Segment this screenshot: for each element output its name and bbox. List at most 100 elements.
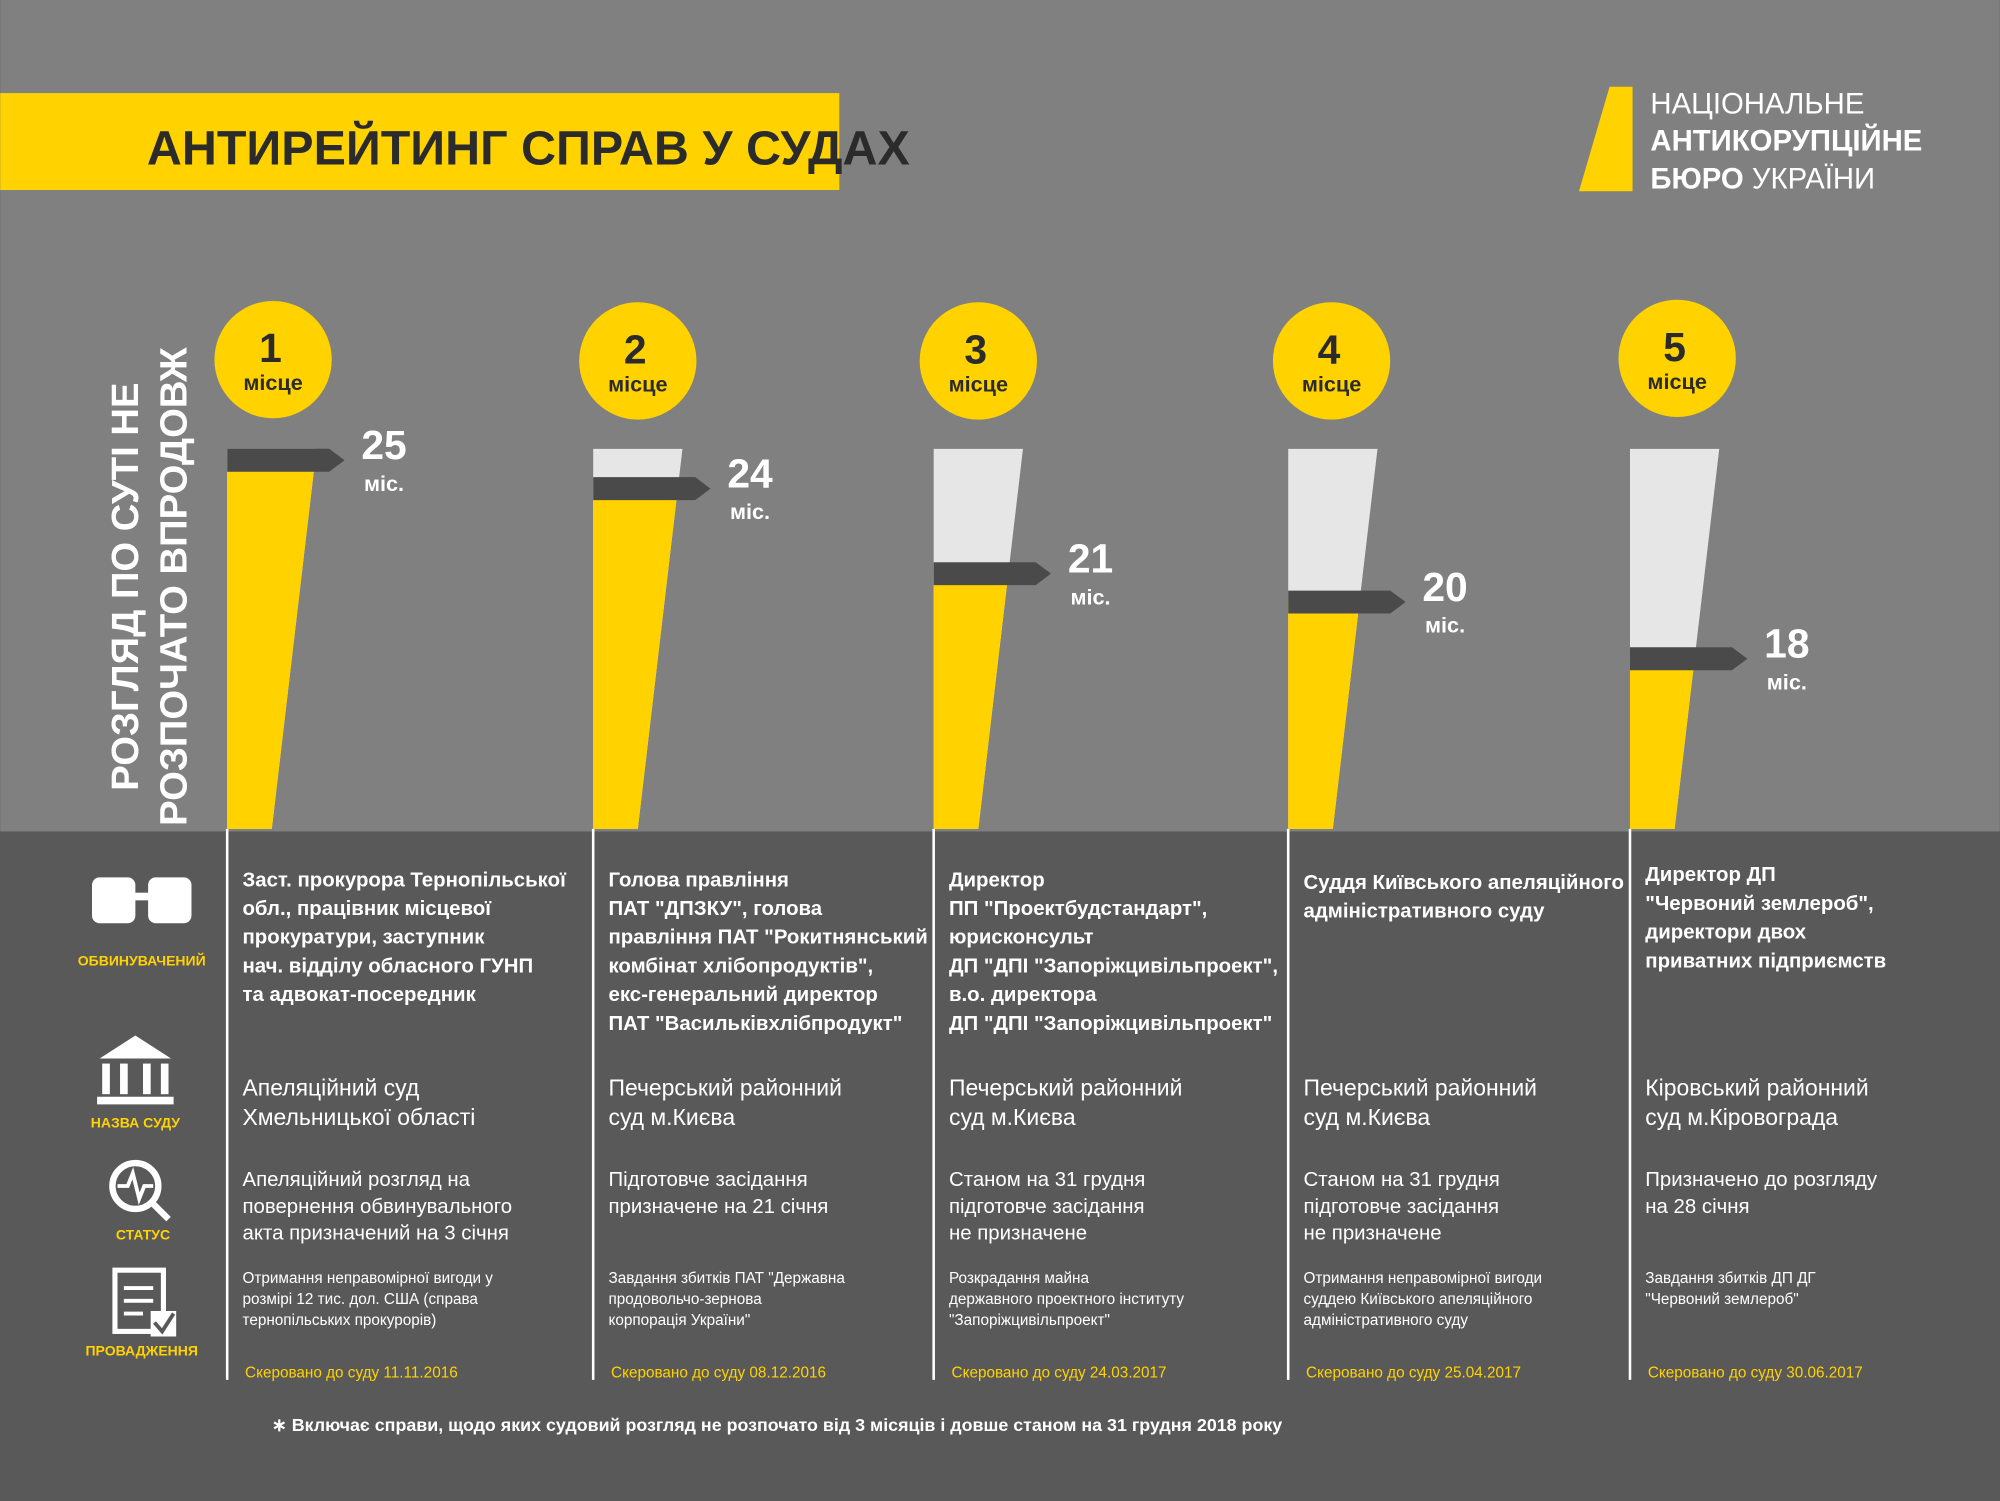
bar [933,573,1009,829]
rank-number: 2 [624,326,647,372]
accused-line: комбінат хлібопродуктів", [608,955,873,977]
status-line: призначене на 21 січня [608,1196,828,1218]
rank-label: місце [243,370,302,395]
accused-line: в.о. директора [949,984,1097,1006]
accused-line: ПАТ "ДПЗКУ", голова [608,898,822,920]
logo-text: УКРАЇНИ [1752,163,1875,196]
court-line: Печерський районний [608,1074,841,1100]
proceeding-line: Отримання неправомірної вигоди [1304,1270,1543,1287]
value-marker [593,477,711,501]
status-line: підготовче засідання [1304,1196,1500,1218]
accused-line: Директор [949,869,1045,891]
status-line: не призначене [1304,1223,1442,1245]
accused-line: Заст. прокурора Тернопільської [242,869,567,891]
accused-line: директори двох [1645,922,1806,944]
proceeding-line: суддею Київського апеляційного [1304,1291,1533,1308]
sent-date: Скеровано до суду 08.12.2016 [611,1364,826,1381]
court-line: суд м.Києва [1304,1104,1431,1130]
sent-date: Скеровано до суду 11.11.2016 [245,1364,458,1381]
status-line: на 28 січня [1645,1196,1749,1218]
rank-number: 4 [1318,326,1341,372]
rank-number: 5 [1663,324,1686,370]
status-line: Призначено до розгляду [1645,1169,1878,1191]
accused-line: екс-генеральний директор [608,984,877,1006]
accused-line: обл., працівник місцевої [242,898,492,920]
bar [593,488,678,829]
accused-line: правління ПАТ "Рокитнянський [608,927,927,949]
status-line: Підготовче засідання [608,1169,807,1191]
proceeding-line: Розкрадання майна [949,1270,1089,1287]
row-label: НАЗВА СУДУ [91,1114,181,1130]
icon-proceeding [112,1267,177,1337]
title-band [0,93,840,191]
bar [227,460,316,829]
sent-date: Скеровано до суду 24.03.2017 [952,1364,1167,1381]
accused-line: Директор ДП [1645,864,1776,886]
side-label: РОЗГЛЯД ПО СУТІ НЕ РОЗПОЧАТО ВПРОДОВЖ [104,347,195,826]
status-line: Апеляційний розгляд на [242,1169,470,1191]
accused-line: прокуратури, заступник [242,927,485,949]
bottom-background [0,831,2000,1501]
rank-badge [919,302,1037,420]
row-label: ОБВИНУВАЧЕНИЙ [78,951,206,968]
accused-line: ПАТ "Васильківхлібпродукт" [608,1013,902,1035]
court-line: Хмельницької області [242,1104,475,1130]
value-label: 21 [1068,535,1113,581]
icon-handcuffs [92,877,192,924]
accused-line: приватних підприємств [1645,950,1886,972]
status-line: повернення обвинувального [242,1196,512,1218]
value-label: 20 [1422,564,1467,610]
title: АНТИРЕЙТИНГ СПРАВ У СУДАХ [147,121,910,176]
proceeding-line: продовольчо-зернова [608,1291,762,1308]
rank-label: місце [949,372,1008,397]
value-unit: міс. [730,499,770,524]
proceeding-line: Завдання збитків ПАТ "Державна [608,1270,845,1287]
proceeding-line: Отримання неправомірної вигоди у [242,1270,493,1287]
rank-label: місце [608,372,667,397]
accused-line: ДП "ДПІ "Запоріжцивільпроект", [949,955,1278,977]
proceeding-line: державного проектного інституту [949,1291,1184,1308]
court-line: Апеляційний суд [242,1074,419,1100]
footnote: ∗ Включає справи, щодо яких судовий розг… [272,1415,1282,1435]
value-marker [1629,647,1748,671]
logo-text: БЮРО УКРАЇНИ [1650,163,1875,196]
sent-date: Скеровано до суду 25.04.2017 [1306,1364,1521,1381]
rank-badge [214,300,332,419]
side-label-line: РОЗГЛЯД ПО СУТІ НЕ [104,383,147,791]
proceeding-line: Завдання збитків ДП ДГ [1645,1270,1815,1287]
logo-text: АНТИКОРУПЦІЙНЕ [1650,123,1922,157]
value-marker [227,448,345,472]
rank-label: місце [1647,369,1706,394]
logo-text: НАЦІОНАЛЬНЕ [1650,87,1864,120]
bar [1288,602,1360,829]
status-line: не призначене [949,1223,1087,1245]
proceeding-line: "Червоний землероб" [1645,1291,1798,1308]
value-marker [933,562,1052,586]
row-label: СТАТУС [116,1227,170,1243]
sent-date: Скеровано до суду 30.06.2017 [1648,1364,1863,1381]
value-unit: міс. [1425,613,1465,638]
icon-court [97,1035,174,1105]
value-label: 25 [361,422,406,468]
court-line: суд м.Кіровограда [1645,1104,1838,1130]
accused-line: та адвокат-посередник [242,984,476,1006]
value-unit: міс. [1767,669,1807,694]
accused-line: адміністративного суду [1304,901,1546,923]
logo-text: БЮРО [1650,163,1743,196]
logo-mark [1578,86,1633,192]
accused-line: юрисконсульт [949,927,1094,949]
proceeding-line: корпорація України" [608,1312,750,1329]
court-line: суд м.Києва [608,1104,735,1130]
proceeding-line: розмірі 12 тис. дол. США (справа [242,1291,478,1308]
status-line: Станом на 31 грудня [949,1169,1145,1191]
icon-status [109,1159,171,1222]
accused-line: Суддя Київського апеляційного [1304,872,1624,894]
value-label: 24 [727,450,773,496]
rank-badge [579,302,697,420]
row-label: ПРОВАДЖЕННЯ [85,1343,198,1359]
court-line: Печерський районний [949,1074,1182,1100]
accused-line: нач. відділу обласного ГУНП [242,955,533,977]
accused-line: "Червоний землероб", [1645,893,1873,915]
proceeding-line: тернопільських прокурорів) [242,1312,436,1329]
